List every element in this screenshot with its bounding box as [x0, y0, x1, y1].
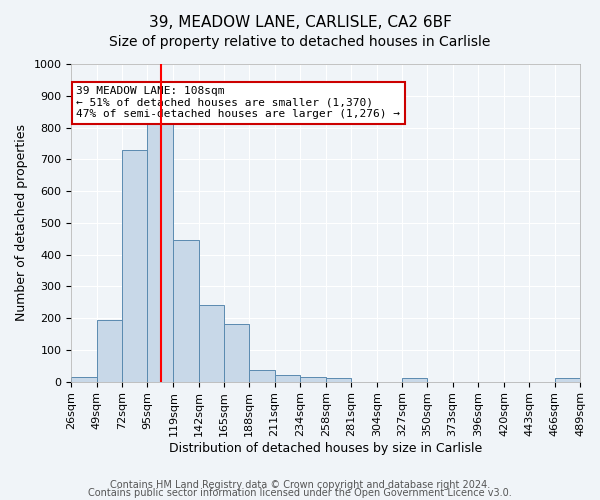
Bar: [224, 324, 249, 382]
Bar: [300, 377, 326, 382]
Text: Contains public sector information licensed under the Open Government Licence v3: Contains public sector information licen…: [88, 488, 512, 498]
Bar: [173, 240, 199, 382]
Bar: [249, 370, 275, 382]
Y-axis label: Number of detached properties: Number of detached properties: [15, 124, 28, 322]
X-axis label: Distribution of detached houses by size in Carlisle: Distribution of detached houses by size …: [169, 442, 482, 455]
Bar: [326, 378, 352, 382]
Text: 39, MEADOW LANE, CARLISLE, CA2 6BF: 39, MEADOW LANE, CARLISLE, CA2 6BF: [149, 15, 451, 30]
Bar: [275, 375, 300, 382]
Bar: [402, 378, 427, 382]
Bar: [147, 115, 173, 382]
Bar: [555, 378, 580, 382]
Text: Size of property relative to detached houses in Carlisle: Size of property relative to detached ho…: [109, 35, 491, 49]
Bar: [199, 306, 224, 382]
Text: 39 MEADOW LANE: 108sqm
← 51% of detached houses are smaller (1,370)
47% of semi-: 39 MEADOW LANE: 108sqm ← 51% of detached…: [76, 86, 400, 120]
Bar: [97, 320, 122, 382]
Text: Contains HM Land Registry data © Crown copyright and database right 2024.: Contains HM Land Registry data © Crown c…: [110, 480, 490, 490]
Bar: [71, 377, 97, 382]
Bar: [122, 150, 147, 382]
